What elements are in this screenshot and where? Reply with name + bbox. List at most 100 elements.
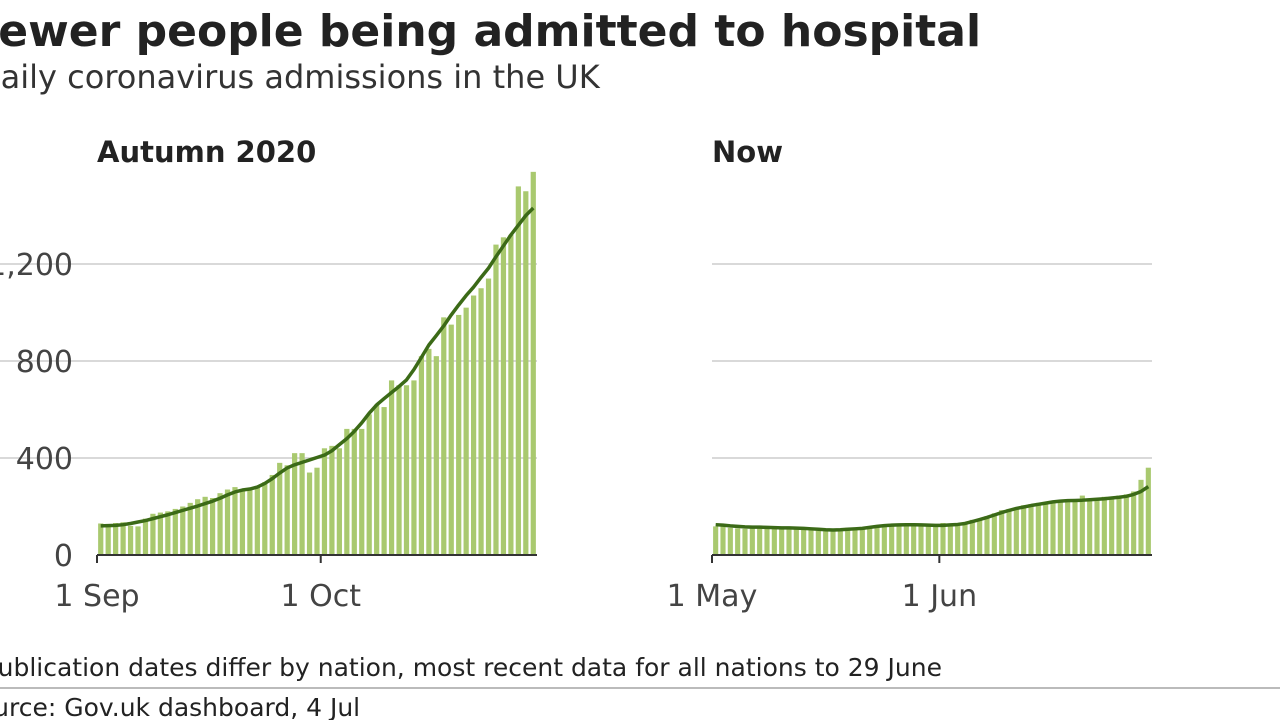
bar bbox=[247, 489, 253, 555]
chart-subtitle: Daily coronavirus admissions in the UK bbox=[0, 58, 601, 96]
bar bbox=[388, 380, 395, 555]
bar bbox=[1006, 508, 1012, 555]
bar bbox=[1050, 501, 1056, 555]
bar bbox=[485, 278, 492, 555]
bar bbox=[969, 519, 975, 555]
bar bbox=[448, 324, 454, 555]
bar bbox=[232, 487, 238, 555]
bar bbox=[329, 445, 335, 555]
source: Source: Gov.uk dashboard, 4 Jul bbox=[0, 693, 360, 720]
bar bbox=[523, 191, 529, 555]
bar bbox=[1116, 495, 1122, 555]
bar bbox=[105, 523, 111, 555]
chart-title: Fewer people being admitted to hospital bbox=[0, 6, 981, 57]
bar bbox=[1131, 491, 1137, 555]
bar bbox=[771, 527, 777, 555]
bar bbox=[757, 527, 763, 555]
bar bbox=[135, 526, 141, 555]
bar bbox=[837, 528, 843, 555]
bar bbox=[500, 237, 507, 555]
bar bbox=[239, 490, 246, 555]
bar bbox=[1043, 502, 1049, 555]
bar bbox=[896, 524, 902, 555]
bar bbox=[157, 512, 163, 555]
bar bbox=[977, 518, 983, 555]
y-tick-label: 1,200 bbox=[0, 248, 73, 283]
bar bbox=[456, 314, 462, 555]
bar bbox=[808, 529, 814, 555]
bar bbox=[1138, 479, 1144, 555]
bar bbox=[351, 428, 357, 555]
bar bbox=[150, 513, 156, 555]
bar bbox=[764, 528, 770, 555]
bar bbox=[508, 234, 514, 555]
y-tick-label: 400 bbox=[16, 442, 73, 477]
bar bbox=[1094, 498, 1100, 555]
bar bbox=[911, 524, 917, 555]
bar bbox=[195, 499, 201, 555]
bar bbox=[411, 380, 417, 555]
bar bbox=[292, 453, 298, 555]
bar bbox=[306, 472, 313, 555]
bar bbox=[120, 522, 126, 555]
bar bbox=[314, 467, 320, 555]
bar bbox=[1072, 501, 1078, 555]
bar bbox=[209, 498, 216, 555]
bar bbox=[1021, 505, 1027, 555]
bar bbox=[793, 528, 799, 555]
bar bbox=[284, 465, 290, 555]
bar bbox=[224, 489, 231, 555]
bar bbox=[127, 525, 134, 555]
bar bbox=[713, 526, 719, 555]
bar bbox=[217, 493, 223, 555]
bar bbox=[823, 531, 829, 555]
line bbox=[715, 485, 1150, 532]
bar bbox=[478, 288, 484, 555]
bar bbox=[889, 524, 895, 555]
bar bbox=[845, 527, 851, 555]
bar bbox=[720, 525, 726, 555]
x-tick-label: 1 May bbox=[667, 579, 758, 614]
bar bbox=[180, 506, 186, 555]
bar bbox=[344, 428, 350, 555]
bar bbox=[933, 526, 939, 555]
bar bbox=[779, 528, 785, 555]
bar bbox=[493, 244, 499, 555]
bar bbox=[786, 529, 792, 555]
bar bbox=[515, 186, 521, 555]
bar bbox=[142, 518, 149, 555]
bar bbox=[471, 295, 477, 555]
bar bbox=[359, 428, 365, 555]
bar bbox=[269, 474, 275, 555]
bar bbox=[1028, 504, 1034, 555]
bar bbox=[172, 508, 178, 555]
x-tick-label: 1 Oct bbox=[280, 579, 361, 614]
bar bbox=[830, 529, 836, 555]
bar bbox=[396, 385, 402, 555]
bar bbox=[426, 348, 432, 555]
bar bbox=[463, 307, 469, 555]
bar bbox=[918, 524, 924, 555]
bar bbox=[1145, 467, 1151, 555]
bar bbox=[1101, 496, 1107, 555]
bar bbox=[955, 525, 961, 555]
bar bbox=[374, 404, 380, 555]
bar bbox=[859, 527, 865, 555]
x-tick-label: 1 Sep bbox=[54, 579, 139, 614]
bar bbox=[749, 526, 755, 555]
panel-title: Now bbox=[712, 135, 783, 169]
bar bbox=[433, 356, 439, 555]
bar bbox=[1035, 502, 1041, 555]
bar bbox=[1109, 497, 1115, 555]
bar bbox=[867, 526, 873, 555]
bar bbox=[277, 462, 283, 555]
bar bbox=[801, 528, 807, 555]
bar bbox=[815, 530, 821, 555]
bar bbox=[1087, 499, 1093, 555]
bar bbox=[530, 171, 536, 555]
bar bbox=[441, 317, 447, 555]
bar bbox=[742, 528, 748, 555]
bar bbox=[165, 511, 171, 555]
